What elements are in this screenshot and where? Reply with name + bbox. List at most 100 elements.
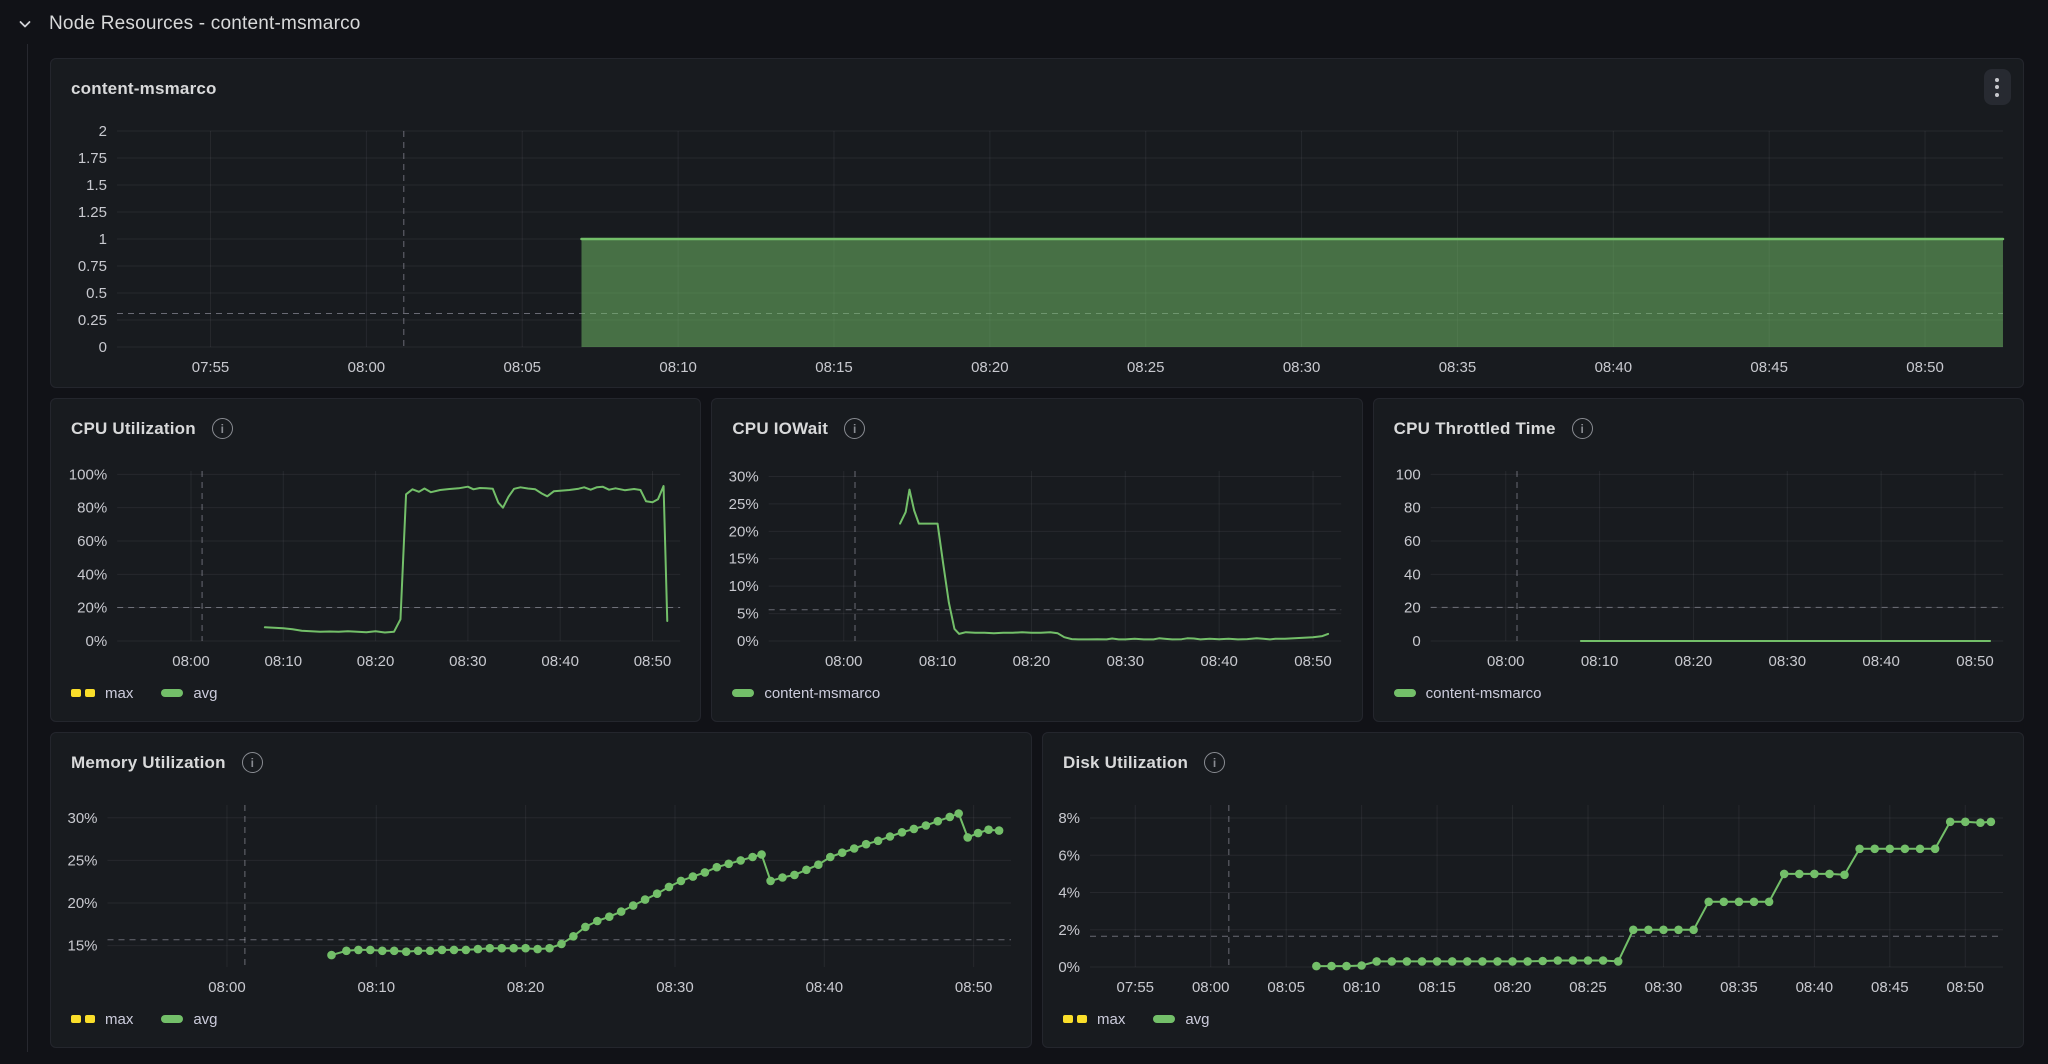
svg-text:08:50: 08:50 <box>1295 653 1333 670</box>
svg-text:5%: 5% <box>737 606 759 623</box>
time-series-chart[interactable]: 08:00 08:10 08:20 08:30 08:40 08:50 0 20 40 60 80 1… <box>1374 445 2023 675</box>
svg-text:08:10: 08:10 <box>1580 653 1618 670</box>
svg-text:08:40: 08:40 <box>541 653 579 670</box>
legend-item-max[interactable]: max <box>71 1011 133 1028</box>
svg-text:20%: 20% <box>67 895 97 912</box>
legend-item-max[interactable]: max <box>71 685 133 702</box>
svg-text:30%: 30% <box>67 810 97 827</box>
chart-svg: 08:00 08:10 08:20 08:30 08:40 08:50 15% 20% 25% 3… <box>67 805 1011 996</box>
svg-text:08:15: 08:15 <box>1418 979 1456 996</box>
svg-text:4%: 4% <box>1058 885 1080 902</box>
info-icon[interactable]: i <box>844 418 866 439</box>
panel-title-cpu-iowait[interactable]: CPU IOWait <box>732 418 829 438</box>
svg-text:08:20: 08:20 <box>357 653 395 670</box>
svg-text:60%: 60% <box>77 533 107 550</box>
time-series-chart[interactable]: 07:55 08:00 08:05 08:10 08:15 08:20 08:25 08:30… <box>51 105 2023 381</box>
legend-label: avg <box>193 1010 218 1028</box>
legend-item-avg[interactable]: avg <box>161 685 218 702</box>
info-icon[interactable]: i <box>211 418 233 439</box>
svg-text:08:40: 08:40 <box>1796 979 1834 996</box>
svg-text:100%: 100% <box>69 466 107 483</box>
panel-title-content-msmarco[interactable]: content-msmarco <box>71 78 217 98</box>
chart-svg: 08:00 08:10 08:20 08:30 08:40 08:50 0% 20% 40% 60… <box>69 466 681 670</box>
chart-legend: content-msmarco <box>1374 675 2023 715</box>
time-series-chart[interactable]: 08:00 08:10 08:20 08:30 08:40 08:50 0% 5% 10% 15%… <box>712 445 1361 675</box>
legend-item-content-msmarco[interactable]: content-msmarco <box>732 685 880 702</box>
svg-text:08:50: 08:50 <box>1956 653 1994 670</box>
svg-text:08:20: 08:20 <box>507 979 545 996</box>
panel-title-memory-utilization[interactable]: Memory Utilization <box>71 752 226 772</box>
svg-text:15%: 15% <box>729 551 759 568</box>
svg-text:20%: 20% <box>77 600 107 617</box>
svg-text:08:05: 08:05 <box>1267 979 1305 996</box>
legend-item-avg[interactable]: avg <box>1153 1010 1210 1028</box>
svg-text:30%: 30% <box>729 468 759 485</box>
chevron-down-icon[interactable] <box>16 15 34 33</box>
legend-swatch-solid <box>161 689 184 697</box>
legend-swatch-dashed <box>71 1015 95 1023</box>
row-indent-guide <box>27 44 28 1052</box>
svg-text:25%: 25% <box>67 852 97 869</box>
info-icon[interactable]: i <box>1571 418 1593 439</box>
panel-grid: content-msmarco 07:55 08:00 08:05 08:10 08:1… <box>50 58 2024 1048</box>
svg-text:08:50: 08:50 <box>1906 359 1943 376</box>
svg-text:08:30: 08:30 <box>656 979 694 996</box>
svg-text:08:30: 08:30 <box>1645 979 1683 996</box>
svg-text:08:30: 08:30 <box>1283 359 1321 376</box>
svg-text:1.5: 1.5 <box>86 177 107 194</box>
time-series-chart[interactable]: 07:55 08:00 08:05 08:10 08:15 08:20 08:25 08:30… <box>1043 779 2023 1001</box>
svg-text:0: 0 <box>1412 633 1420 650</box>
svg-text:100: 100 <box>1395 466 1420 483</box>
svg-text:0.25: 0.25 <box>78 312 107 329</box>
svg-text:15%: 15% <box>67 938 97 955</box>
svg-text:60: 60 <box>1404 533 1421 550</box>
svg-text:0%: 0% <box>85 633 107 650</box>
panel-content-msmarco: content-msmarco 07:55 08:00 08:05 08:10 08:1… <box>50 58 2024 388</box>
svg-text:0%: 0% <box>1058 959 1080 976</box>
svg-text:08:25: 08:25 <box>1127 359 1165 376</box>
panel-title-cpu-utilization[interactable]: CPU Utilization <box>71 418 196 438</box>
time-series-chart[interactable]: 08:00 08:10 08:20 08:30 08:40 08:50 0% 20% 40% 60… <box>51 445 700 675</box>
panel-title-disk-utilization[interactable]: Disk Utilization <box>1062 752 1189 772</box>
svg-text:08:10: 08:10 <box>1343 979 1381 996</box>
svg-text:08:20: 08:20 <box>1494 979 1532 996</box>
legend-swatch-dashed <box>1062 1015 1087 1023</box>
svg-text:80%: 80% <box>77 500 107 517</box>
legend-item-content-msmarco[interactable]: content-msmarco <box>1393 685 1542 702</box>
info-icon[interactable]: i <box>1204 752 1226 773</box>
panel-menu-button[interactable] <box>1983 69 2011 105</box>
svg-text:1.75: 1.75 <box>78 150 107 167</box>
svg-text:08:20: 08:20 <box>971 359 1009 376</box>
svg-text:0.75: 0.75 <box>78 258 107 275</box>
legend-swatch-dashed <box>71 689 95 697</box>
row-title[interactable]: Node Resources - content-msmarco <box>49 13 361 34</box>
svg-text:2: 2 <box>99 123 107 140</box>
chart-svg: 07:55 08:00 08:05 08:10 08:15 08:20 08:25 08:30… <box>1058 805 2003 996</box>
panel-cpu-utilization: CPU Utilization i 08:00 08:10 08:20 08:30 08… <box>50 398 702 722</box>
panel-cpu-iowait: CPU IOWait i 08:00 08:10 08:20 08:30 08:40 08… <box>711 398 1363 722</box>
svg-text:08:00: 08:00 <box>348 359 386 376</box>
legend-label: max <box>1096 1010 1126 1028</box>
panel-cpu-throttled-time: CPU Throttled Time i 08:00 08:10 08:20 08:3… <box>1372 398 2024 722</box>
legend-item-max[interactable]: max <box>1062 1010 1126 1028</box>
svg-text:08:30: 08:30 <box>449 653 487 670</box>
panel-title-cpu-throttled-time[interactable]: CPU Throttled Time <box>1393 418 1556 438</box>
legend-swatch-solid <box>1153 1015 1176 1023</box>
svg-text:08:10: 08:10 <box>919 653 957 670</box>
svg-text:08:50: 08:50 <box>1946 979 1984 996</box>
svg-text:08:35: 08:35 <box>1439 359 1476 376</box>
legend-swatch-solid <box>732 689 755 697</box>
svg-text:08:35: 08:35 <box>1720 979 1758 996</box>
legend-item-avg[interactable]: avg <box>161 1010 218 1028</box>
svg-text:0.5: 0.5 <box>86 285 107 302</box>
chart-legend: max avg <box>51 675 700 715</box>
svg-text:6%: 6% <box>1058 847 1080 864</box>
svg-text:2%: 2% <box>1058 922 1080 939</box>
legend-swatch-solid <box>1393 689 1416 697</box>
time-series-chart[interactable]: 08:00 08:10 08:20 08:30 08:40 08:50 15% 20% 25% 3… <box>51 779 1031 1001</box>
chart-legend: max avg <box>1043 1001 2023 1041</box>
legend-label: avg <box>1185 1010 1210 1028</box>
svg-text:20: 20 <box>1404 600 1421 617</box>
info-icon[interactable]: i <box>241 752 263 773</box>
svg-text:08:10: 08:10 <box>659 359 697 376</box>
